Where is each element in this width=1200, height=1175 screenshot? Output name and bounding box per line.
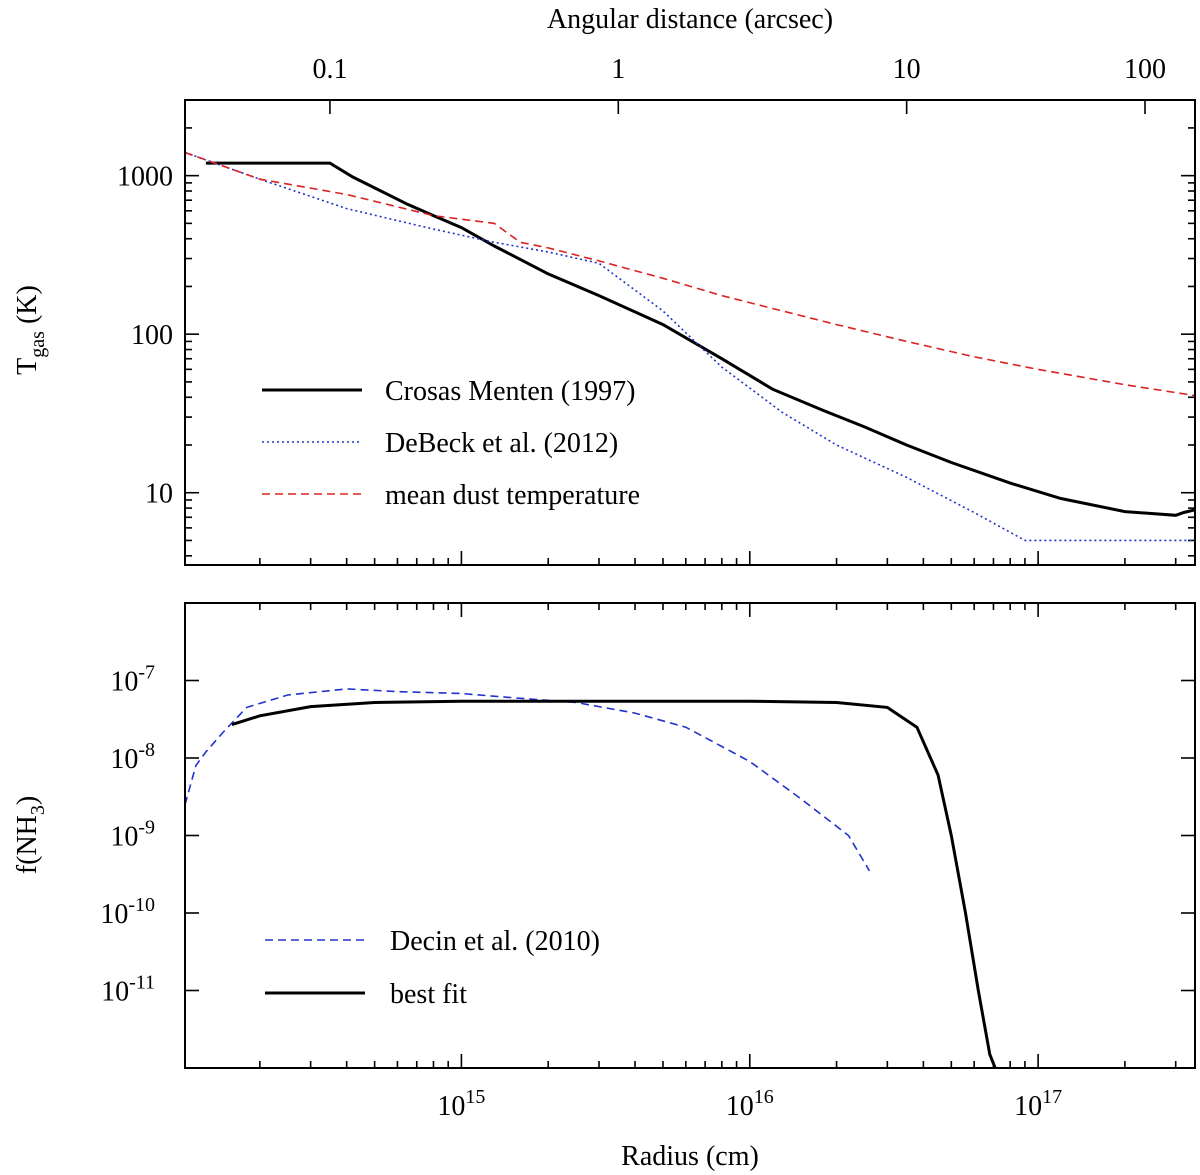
top-y-tick-label: 100 (131, 320, 173, 351)
top-series-line-1 (185, 151, 1195, 542)
top-axis-tick-label: 10 (893, 54, 921, 85)
top-axis-tick-label: 0.1 (312, 54, 347, 85)
top-series-line-0 (205, 161, 1195, 517)
top-legend-label-1: DeBeck et al. (2012) (385, 428, 618, 459)
bottom-series-line-1 (231, 699, 997, 1068)
bottom-y-tick-label: 10-10 (100, 894, 155, 930)
bottom-x-tick-label: 1017 (1014, 1086, 1062, 1122)
bottom-y-tick-label: 10-9 (110, 817, 155, 853)
top-plot-frame (184, 99, 1196, 566)
top-axis-label: Angular distance (arcsec) (547, 4, 833, 35)
top-legend-label-0: Crosas Menten (1997) (385, 376, 635, 407)
x-axis-label: Radius (cm) (621, 1141, 759, 1172)
bottom-series-line-0 (185, 688, 871, 872)
top-axis-tick-label: 1 (611, 54, 625, 85)
bottom-legend-label-1: best fit (390, 979, 467, 1010)
bottom-plot-frame (184, 602, 1196, 1069)
top-axis-tick-label: 100 (1124, 54, 1166, 85)
top-panel: Crosas Menten (1997) DeBeck et al. (2012)… (117, 54, 1196, 566)
bottom-y-tick-label: 10-11 (101, 972, 155, 1008)
bottom-legend-label-0: Decin et al. (2010) (390, 926, 600, 957)
bottom-y-axis-label: f(NH3) (12, 796, 49, 874)
top-y-tick-label: 10 (145, 479, 173, 510)
bottom-y-tick-label: 10-8 (110, 739, 155, 775)
top-y-axis-label: Tgas (K) (12, 285, 49, 375)
bottom-panel: Decin et al. (2010) best fit 10-7 10-8 10-9 1… (100, 602, 1196, 1122)
top-y-tick-label: 1000 (117, 162, 173, 193)
bottom-y-tick-label: 10-7 (110, 662, 155, 698)
bottom-x-tick-label: 1015 (437, 1086, 485, 1122)
top-series-line-2 (185, 151, 1195, 397)
top-legend-label-2: mean dust temperature (385, 480, 640, 511)
bottom-x-tick-label: 1016 (726, 1086, 774, 1122)
